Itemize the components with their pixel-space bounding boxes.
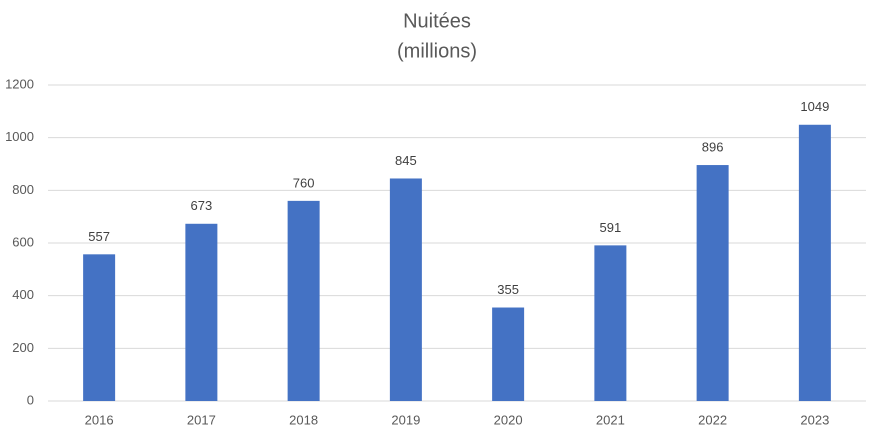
- x-tick-label: 2017: [187, 412, 216, 427]
- chart-subtitle: (millions): [397, 40, 477, 62]
- value-label: 673: [191, 198, 213, 213]
- value-label: 845: [395, 153, 417, 168]
- value-label: 591: [600, 220, 622, 235]
- bar: [185, 223, 218, 401]
- bar: [83, 254, 116, 401]
- value-label: 1049: [800, 99, 829, 114]
- y-tick-label: 400: [12, 287, 34, 302]
- y-tick-label: 1200: [5, 76, 34, 91]
- y-tick-label: 600: [12, 234, 34, 249]
- x-tick-label: 2020: [494, 412, 523, 427]
- bar: [594, 245, 627, 401]
- x-tick-label: 2019: [391, 412, 420, 427]
- bar: [389, 178, 422, 401]
- bar: [492, 307, 525, 401]
- bar: [287, 200, 320, 401]
- x-tick-label: 2023: [800, 412, 829, 427]
- value-label: 557: [88, 229, 110, 244]
- y-tick-label: 200: [12, 340, 34, 355]
- value-label: 896: [702, 139, 724, 154]
- bar: [696, 165, 729, 401]
- bar: [798, 124, 831, 401]
- y-tick-label: 1000: [5, 129, 34, 144]
- value-label: 355: [497, 282, 519, 297]
- x-tick-label: 2022: [698, 412, 727, 427]
- x-tick-label: 2016: [85, 412, 114, 427]
- x-tick-label: 2021: [596, 412, 625, 427]
- chart-title: Nuitées: [403, 10, 471, 32]
- value-label: 760: [293, 175, 315, 190]
- x-tick-label: 2018: [289, 412, 318, 427]
- y-tick-label: 800: [12, 182, 34, 197]
- y-tick-label: 0: [27, 392, 34, 407]
